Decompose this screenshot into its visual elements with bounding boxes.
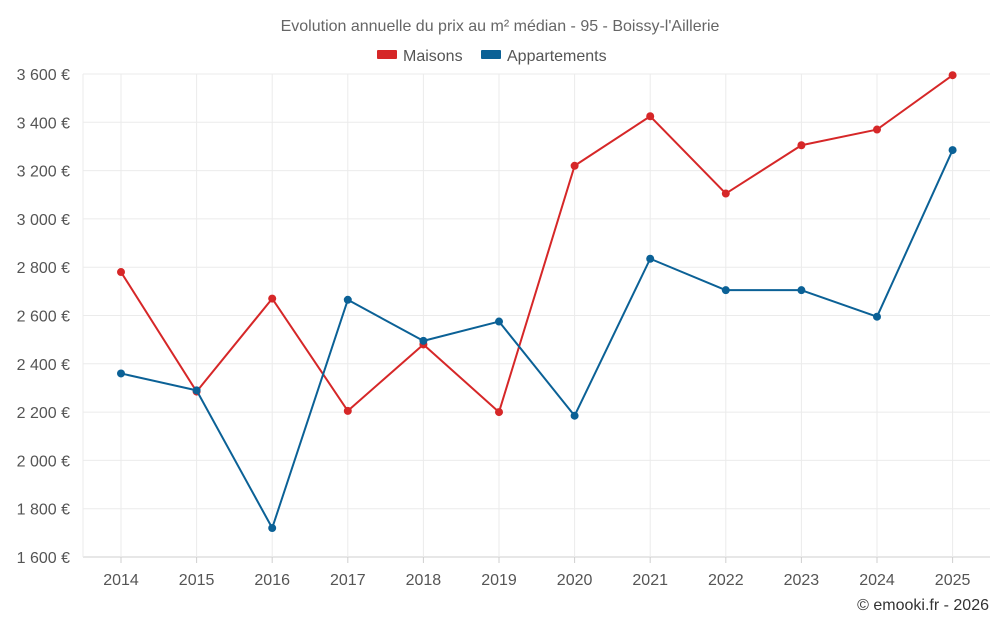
data-point-maisons[interactable]: [948, 71, 957, 80]
data-point-appartements[interactable]: [419, 336, 428, 345]
credit-text: © emooki.fr - 2026: [857, 597, 989, 614]
x-axis-ticks: 2014 2015 2016 2017 2018 2019 2020 2021 2022 2023…: [103, 572, 970, 589]
data-point-appartements[interactable]: [721, 286, 730, 295]
data-point-appartements[interactable]: [268, 524, 277, 533]
y-tick-label: 3 400 €: [17, 115, 70, 132]
data-point-maisons[interactable]: [646, 112, 655, 121]
data-point-appartements[interactable]: [192, 386, 201, 395]
series-line-appartements: [120, 149, 954, 530]
y-tick-label: 3 600 €: [17, 67, 70, 84]
legend-item-maisons[interactable]: Maisons: [377, 48, 463, 65]
y-tick-label: 2 000 €: [17, 453, 70, 470]
x-tick-label: 2024: [859, 572, 895, 589]
legend-swatch-maisons: [377, 50, 397, 59]
y-tick-label: 3 000 €: [17, 212, 70, 229]
data-point-maisons[interactable]: [268, 294, 277, 303]
x-tick-label: 2014: [103, 572, 139, 589]
data-point-appartements[interactable]: [797, 286, 806, 295]
data-point-maisons[interactable]: [117, 268, 125, 277]
grid: [82, 73, 990, 563]
y-axis-ticks: 1 600 € 1 800 € 2 000 € 2 200 € 2 400 € 2 600…: [17, 67, 70, 567]
chart-title: Evolution annuelle du prix au m² médian …: [281, 18, 720, 35]
legend-swatch-appartements: [481, 50, 501, 59]
legend-item-appartements[interactable]: Appartements: [481, 48, 607, 65]
data-point-appartements[interactable]: [117, 369, 125, 378]
data-point-appartements[interactable]: [343, 295, 352, 304]
data-point-maisons[interactable]: [721, 189, 730, 198]
data-point-maisons[interactable]: [495, 408, 503, 417]
data-point-appartements[interactable]: [948, 146, 957, 155]
x-tick-label: 2020: [557, 572, 593, 589]
x-tick-label: 2025: [935, 572, 971, 589]
legend-label-appartements: Appartements: [507, 48, 607, 65]
data-point-appartements[interactable]: [646, 254, 655, 263]
data-point-appartements[interactable]: [570, 411, 579, 420]
y-tick-label: 3 200 €: [17, 164, 70, 181]
series-line-maisons: [120, 74, 954, 414]
data-point-maisons[interactable]: [797, 141, 806, 150]
data-point-appartements[interactable]: [495, 317, 503, 326]
y-tick-label: 2 800 €: [17, 260, 70, 277]
data-point-maisons[interactable]: [873, 125, 881, 134]
x-tick-label: 2018: [406, 572, 442, 589]
y-tick-label: 1 600 €: [17, 550, 70, 567]
y-tick-label: 2 200 €: [17, 405, 70, 422]
x-tick-label: 2017: [330, 572, 366, 589]
x-tick-label: 2022: [708, 572, 744, 589]
legend-label-maisons: Maisons: [403, 48, 463, 65]
x-tick-label: 2019: [481, 572, 517, 589]
x-tick-label: 2016: [254, 572, 290, 589]
data-point-maisons[interactable]: [343, 406, 352, 415]
x-tick-label: 2023: [784, 572, 820, 589]
data-point-maisons[interactable]: [570, 161, 579, 170]
x-tick-label: 2021: [632, 572, 668, 589]
y-tick-label: 2 400 €: [17, 357, 70, 374]
series: [117, 71, 957, 533]
data-point-appartements[interactable]: [873, 312, 881, 321]
x-tick-label: 2015: [179, 572, 215, 589]
y-tick-label: 1 800 €: [17, 502, 70, 519]
legend[interactable]: Maisons Appartements: [377, 48, 607, 65]
y-tick-label: 2 600 €: [17, 309, 70, 326]
